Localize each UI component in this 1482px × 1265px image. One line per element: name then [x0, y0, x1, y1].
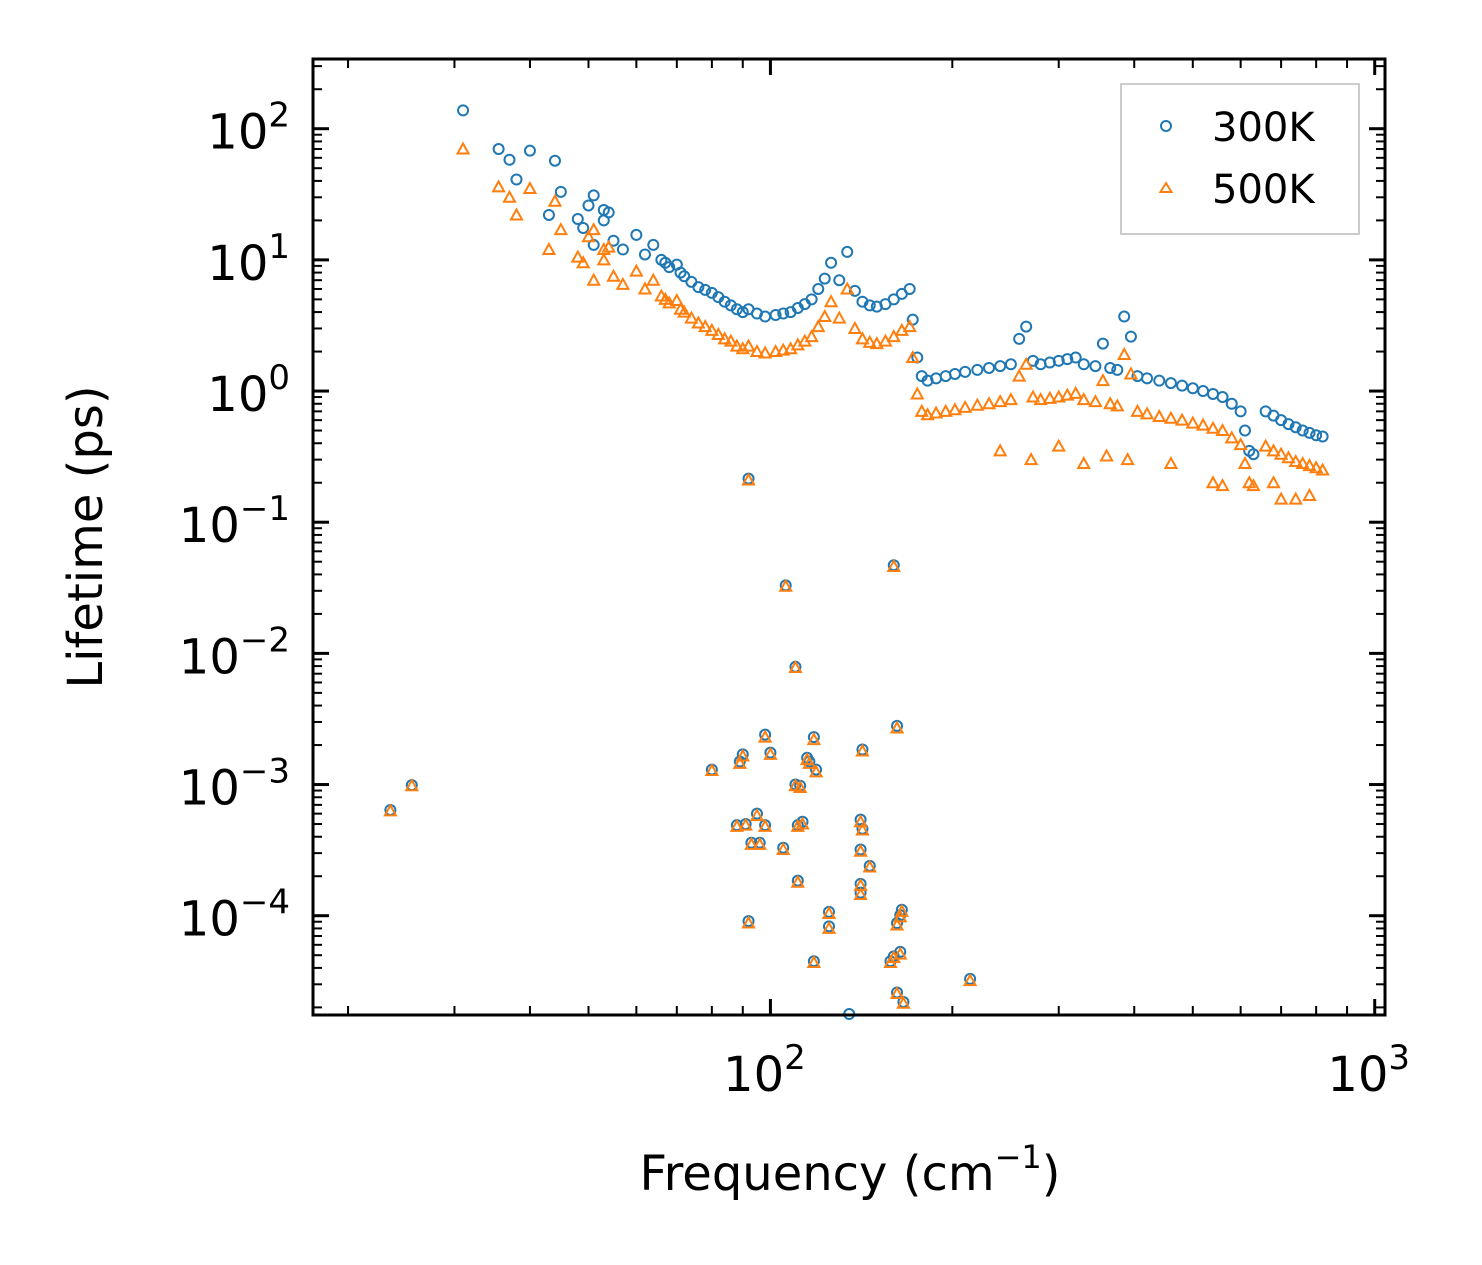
chart: 102 10310210110010−110−210−310−4 Frequenc…: [0, 0, 1482, 1265]
legend-label-500k: 500K: [1212, 167, 1316, 213]
y-tick-label-exponent: −3: [240, 752, 290, 792]
y-tick-label-exponent: 0: [268, 358, 290, 398]
y-tick-label-base: 10: [179, 892, 240, 948]
x-axis-label-sup: −1: [995, 1138, 1042, 1176]
legend-label-300k: 300K: [1212, 105, 1316, 151]
y-axis-label: Lifetime (ps): [58, 385, 114, 688]
y-tick-label-base: 10: [179, 629, 240, 685]
y-tick-label-exponent: 1: [268, 227, 290, 267]
y-tick-label-base: 10: [179, 498, 240, 554]
x-axis-label-main: Frequency (cm: [639, 1146, 994, 1202]
y-tick-label-exponent: −2: [240, 620, 290, 660]
y-tick-label-exponent: 2: [268, 96, 290, 136]
legend: 300K 500K: [1121, 84, 1359, 234]
x-tick-label-base: 10: [1327, 1047, 1388, 1103]
y-tick-label-base: 10: [179, 761, 240, 817]
y-tick-label-base: 10: [207, 236, 268, 292]
x-axis-label-end: ): [1042, 1146, 1061, 1202]
x-tick-label-base: 10: [723, 1047, 784, 1103]
y-tick-label-exponent: −4: [240, 883, 290, 923]
x-tick-label-exponent: 3: [1388, 1038, 1410, 1078]
y-tick-label-base: 10: [207, 367, 268, 423]
y-tick-label-base: 10: [207, 105, 268, 161]
y-tick-label-exponent: −1: [240, 489, 290, 529]
x-tick-label-exponent: 2: [784, 1038, 806, 1078]
